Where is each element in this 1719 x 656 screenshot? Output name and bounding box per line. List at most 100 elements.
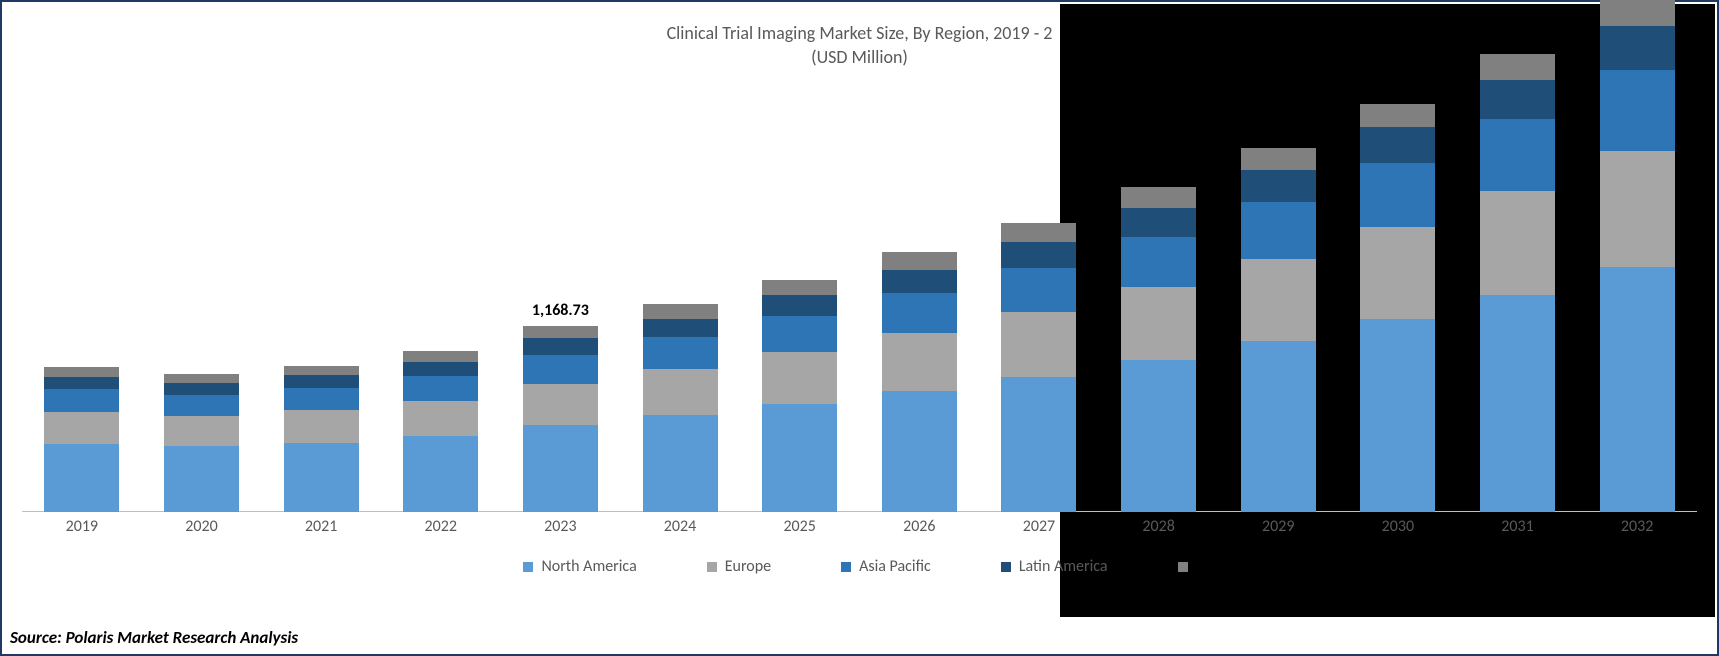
bar-segment: [1480, 295, 1555, 512]
plot-region: 1,168.73: [22, 82, 1697, 512]
bar-2026: [882, 252, 957, 512]
bar-segment: [523, 355, 598, 384]
bar-segment: [882, 333, 957, 391]
bar-segment: [762, 404, 837, 512]
bar-segment: [1480, 119, 1555, 191]
source-attribution: Source: Polaris Market Research Analysis: [6, 625, 302, 650]
bar-segment: [1241, 259, 1316, 341]
bar-segment: [882, 252, 957, 270]
x-tick-label: 2030: [1360, 517, 1435, 536]
bar-2019: [44, 367, 119, 512]
bar-2021: [284, 366, 359, 512]
bar-segment: [1241, 202, 1316, 259]
x-tick-label: 2026: [882, 517, 957, 536]
legend-item: Latin America: [1001, 557, 1108, 576]
bar-segment: [1121, 187, 1196, 208]
bar-segment: [403, 376, 478, 401]
bar-segment: [1121, 237, 1196, 287]
bar-2027: [1001, 223, 1076, 512]
bar-segment: [643, 319, 718, 337]
bar-segment: [1001, 223, 1076, 242]
bar-segment: [1480, 191, 1555, 295]
bar-segment: [1360, 163, 1435, 227]
legend-swatch: [1001, 562, 1011, 572]
bar-segment: [44, 444, 119, 512]
x-axis-labels: 2019 2020 2021 2022 2023 2024 2025 2026 2027 2028…: [22, 517, 1697, 536]
bar-2030: [1360, 104, 1435, 512]
legend-swatch: [707, 562, 717, 572]
bar-segment: [1480, 80, 1555, 120]
x-tick-label: 2019: [44, 517, 119, 536]
bar-segment: [1360, 104, 1435, 128]
bar-segment: [164, 416, 239, 446]
x-tick-label: 2024: [643, 517, 718, 536]
bar-segment: [1241, 341, 1316, 512]
data-label: 1,168.73: [532, 301, 589, 326]
legend-item: Europe: [707, 557, 771, 576]
legend-label: Europe: [725, 557, 771, 576]
bar-segment: [1360, 319, 1435, 512]
bar-segment: [1241, 148, 1316, 170]
bar-segment: [1360, 127, 1435, 163]
x-tick-label: 2029: [1241, 517, 1316, 536]
bar-segment: [403, 401, 478, 437]
bar-segment: [762, 316, 837, 352]
legend-item: North America: [523, 557, 636, 576]
chart-title-line1: Clinical Trial Imaging Market Size, By R…: [22, 22, 1697, 44]
bar-segment: [1121, 360, 1196, 512]
bar-segment: [882, 293, 957, 333]
bar-segment: [284, 388, 359, 410]
bar-segment: [44, 367, 119, 377]
bar-segment: [643, 369, 718, 415]
x-tick-label: 2028: [1121, 517, 1196, 536]
bar-segment: [403, 351, 478, 361]
bar-segment: [523, 326, 598, 339]
bar-segment: [1600, 267, 1675, 512]
bar-segment: [284, 410, 359, 443]
bar-segment: [1121, 208, 1196, 237]
bar-2031: [1480, 54, 1555, 512]
bar-segment: [44, 412, 119, 444]
bar-segment: [882, 391, 957, 512]
x-tick-label: 2020: [164, 517, 239, 536]
legend: North AmericaEuropeAsia PacificLatin Ame…: [22, 557, 1697, 576]
bar-segment: [164, 395, 239, 416]
bar-segment: [882, 270, 957, 293]
x-tick-label: 2031: [1480, 517, 1555, 536]
bar-segment: [1001, 312, 1076, 377]
legend-label: North America: [541, 557, 636, 576]
bar-segment: [1360, 227, 1435, 319]
bar-2023: 1,168.73: [523, 326, 598, 512]
bar-segment: [164, 383, 239, 395]
bar-segment: [1001, 377, 1076, 512]
legend-label: Latin America: [1019, 557, 1108, 576]
bar-segment: [1600, 70, 1675, 150]
x-tick-label: 2027: [1001, 517, 1076, 536]
bar-segment: [403, 436, 478, 512]
x-tick-label: 2032: [1600, 517, 1675, 536]
bar-segment: [44, 389, 119, 411]
legend-swatch: [523, 562, 533, 572]
x-tick-label: 2021: [284, 517, 359, 536]
bar-segment: [44, 377, 119, 390]
bar-2020: [164, 374, 239, 512]
x-tick-label: 2022: [403, 517, 478, 536]
chart-frame: Clinical Trial Imaging Market Size, By R…: [0, 0, 1719, 656]
bar-segment: [643, 337, 718, 369]
bar-segment: [1001, 268, 1076, 313]
bar-segment: [1600, 0, 1675, 26]
bar-segment: [1600, 151, 1675, 267]
chart-title-line2: (USD Million): [22, 46, 1697, 68]
bar-2032: [1600, 0, 1675, 512]
bar-2025: [762, 280, 837, 512]
bar-segment: [643, 304, 718, 318]
chart-area: Clinical Trial Imaging Market Size, By R…: [22, 12, 1697, 589]
bar-segment: [523, 384, 598, 425]
x-tick-label: 2025: [762, 517, 837, 536]
bar-segment: [643, 415, 718, 512]
legend-swatch: [1178, 562, 1188, 572]
bar-segment: [1001, 242, 1076, 267]
x-tick-label: 2023: [523, 517, 598, 536]
bar-segment: [403, 362, 478, 376]
bar-segment: [1600, 26, 1675, 71]
